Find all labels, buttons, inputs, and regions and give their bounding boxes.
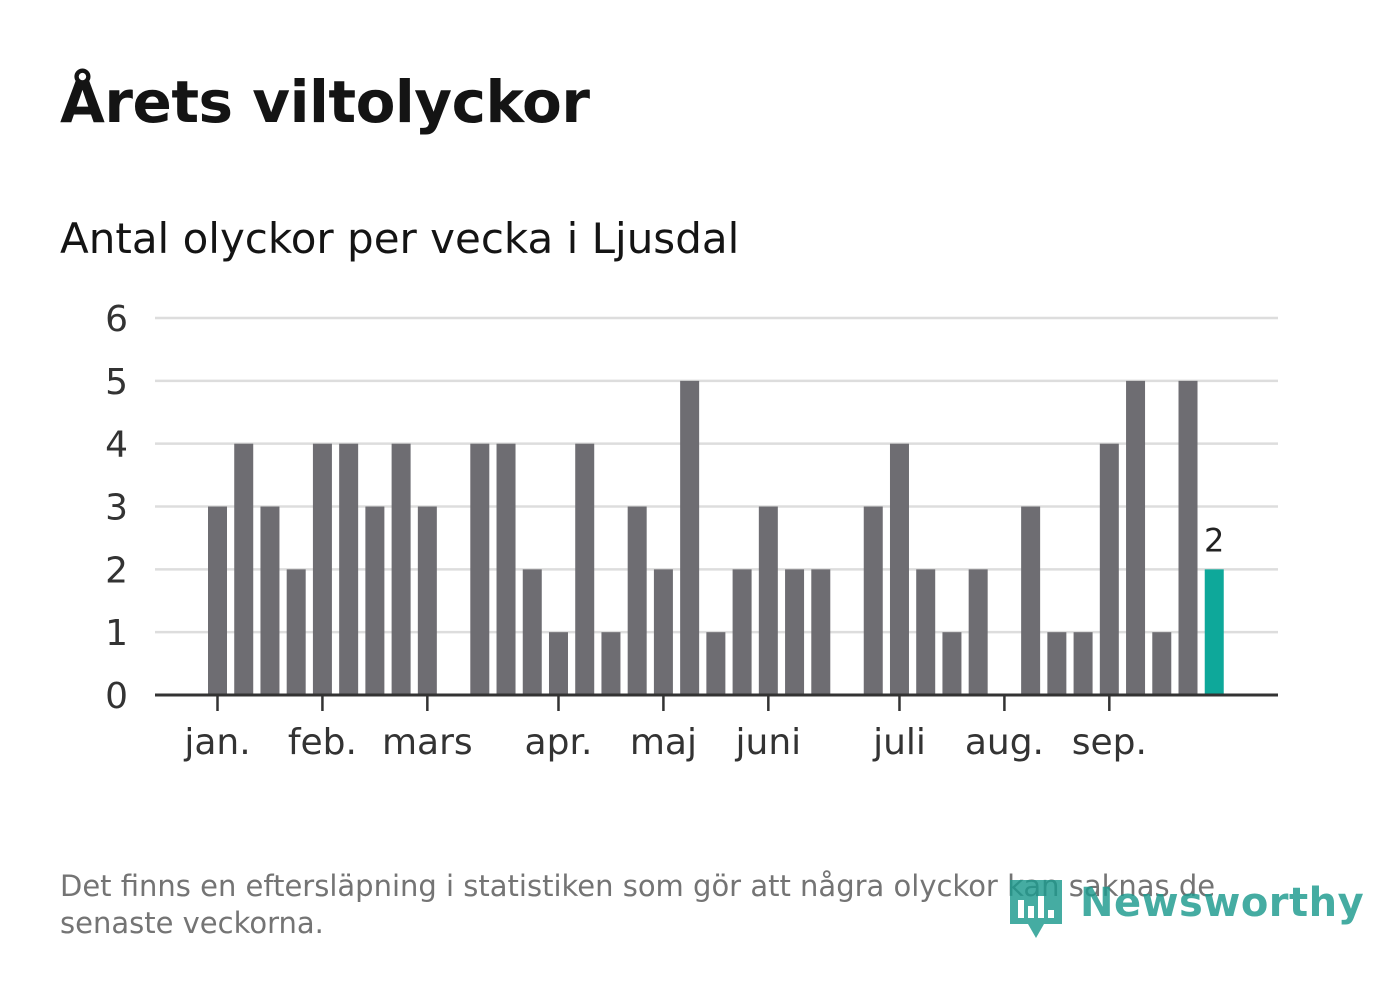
x-tick-label: maj [630,722,697,763]
bar[interactable] [1178,380,1198,695]
y-tick-label: 2 [105,550,128,591]
bar-highlight[interactable] [1204,569,1224,695]
highlight-value-label: 2 [1204,521,1224,559]
bar[interactable] [417,506,437,695]
bar[interactable] [680,380,700,695]
bar[interactable] [208,506,227,695]
bar[interactable] [575,443,595,695]
y-tick-label: 4 [105,425,128,466]
y-tick-label: 6 [105,299,128,340]
x-axis [155,693,1278,711]
bar[interactable] [470,443,490,695]
bar[interactable] [286,569,306,695]
bar[interactable] [1073,632,1093,695]
bar[interactable] [653,569,673,695]
y-tick-label: 0 [105,676,128,717]
y-tick-label: 3 [105,488,128,529]
bar[interactable] [627,506,647,695]
x-tick-label: sep. [1072,722,1147,763]
y-tick-label: 5 [105,362,128,403]
bar[interactable] [260,506,280,695]
brand-logo[interactable]: Newsworthy [1010,878,1364,942]
x-tick-label: mars [382,722,473,763]
bar[interactable] [365,506,385,695]
bar[interactable] [312,443,332,695]
bar[interactable] [234,443,254,695]
x-tick-label: aug. [965,722,1044,763]
bar[interactable] [548,632,568,695]
bar[interactable] [391,443,411,695]
bar[interactable] [968,569,988,695]
annotations: 2 [1204,521,1224,559]
x-tick-label: juni [735,722,802,763]
chart-title: Årets viltolyckor [60,68,590,136]
newsworthy-logo-icon [1010,880,1062,938]
x-tick-label: jan. [183,722,250,763]
bar[interactable] [811,569,831,695]
bar[interactable] [942,632,962,695]
bar[interactable] [339,443,359,695]
bar[interactable] [732,569,752,695]
bar[interactable] [785,569,805,695]
x-tick-label: feb. [288,722,357,763]
bar[interactable] [496,443,516,695]
chart-subtitle: Antal olyckor per vecka i Ljusdal [60,214,740,263]
bar[interactable] [1047,632,1067,695]
bar[interactable] [522,569,542,695]
bars [208,380,1224,695]
bar[interactable] [863,506,883,695]
x-tick-label: apr. [525,722,593,763]
bar[interactable] [758,506,778,695]
y-axis-labels: 0 1 2 3 4 5 6 [105,299,128,717]
x-tick-label: juli [872,722,926,763]
bar[interactable] [706,632,726,695]
bar[interactable] [1021,506,1041,695]
x-axis-labels: jan. feb. mars apr. maj juni juli aug. sep. [183,722,1147,763]
y-tick-label: 1 [105,613,128,654]
bar[interactable] [916,569,936,695]
bar[interactable] [601,632,621,695]
bar[interactable] [1152,632,1172,695]
bar[interactable] [1099,443,1119,695]
brand-name: Newsworthy [1080,880,1365,926]
bar[interactable] [1126,380,1146,695]
bar[interactable] [889,443,909,695]
